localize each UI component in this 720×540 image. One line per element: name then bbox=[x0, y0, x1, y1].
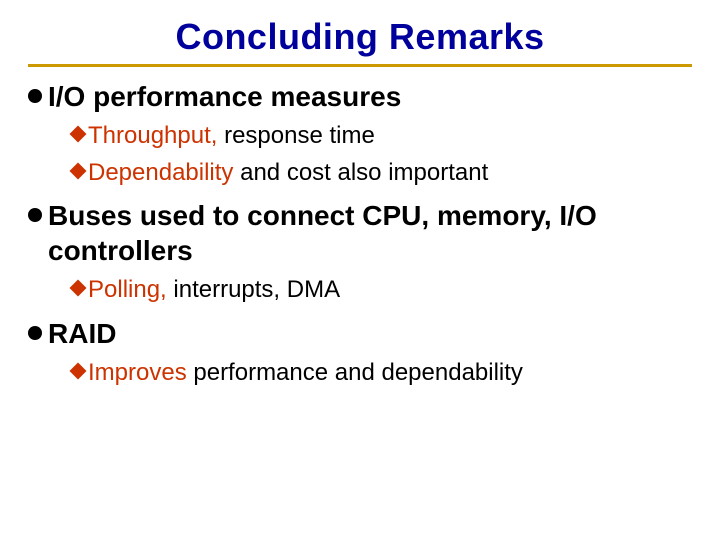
title-underline bbox=[28, 64, 692, 67]
circle-bullet-icon bbox=[28, 208, 42, 222]
diamond-bullet-icon bbox=[70, 126, 87, 143]
circle-bullet-icon bbox=[28, 89, 42, 103]
level2-item: Polling, interrupts, DMA bbox=[72, 274, 692, 305]
level2-text: Polling, interrupts, DMA bbox=[88, 274, 340, 305]
rest-text: and cost also important bbox=[233, 159, 488, 186]
accent-lead: Dependability bbox=[88, 159, 233, 186]
level2-item: Dependability and cost also important bbox=[72, 157, 692, 188]
level1-item: RAID bbox=[28, 316, 692, 351]
slide: Concluding Remarks I/O performance measu… bbox=[0, 0, 720, 540]
slide-title: Concluding Remarks bbox=[28, 16, 692, 58]
slide-content: I/O performance measures Throughput, res… bbox=[28, 79, 692, 388]
accent-lead: Throughput, bbox=[88, 122, 217, 149]
circle-bullet-icon bbox=[28, 326, 42, 340]
bullet-block: Buses used to connect CPU, memory, I/O c… bbox=[28, 198, 692, 305]
rest-text: performance and dependability bbox=[187, 359, 523, 386]
level1-text: I/O performance measures bbox=[48, 79, 401, 114]
level1-item: I/O performance measures bbox=[28, 79, 692, 114]
rest-text: interrupts, DMA bbox=[167, 276, 340, 303]
bullet-block: RAID Improves performance and dependabil… bbox=[28, 316, 692, 388]
diamond-bullet-icon bbox=[70, 362, 87, 379]
level2-text: Dependability and cost also important bbox=[88, 157, 488, 188]
level1-text: Buses used to connect CPU, memory, I/O c… bbox=[48, 198, 692, 268]
level2-text: Throughput, response time bbox=[88, 120, 375, 151]
level1-item: Buses used to connect CPU, memory, I/O c… bbox=[28, 198, 692, 268]
diamond-bullet-icon bbox=[70, 280, 87, 297]
level2-text: Improves performance and dependability bbox=[88, 357, 523, 388]
level1-text: RAID bbox=[48, 316, 116, 351]
accent-lead: Improves bbox=[88, 359, 187, 386]
level2-item: Throughput, response time bbox=[72, 120, 692, 151]
accent-lead: Polling, bbox=[88, 276, 167, 303]
rest-text: response time bbox=[217, 122, 374, 149]
bullet-block: I/O performance measures Throughput, res… bbox=[28, 79, 692, 188]
diamond-bullet-icon bbox=[70, 163, 87, 180]
level2-item: Improves performance and dependability bbox=[72, 357, 692, 388]
